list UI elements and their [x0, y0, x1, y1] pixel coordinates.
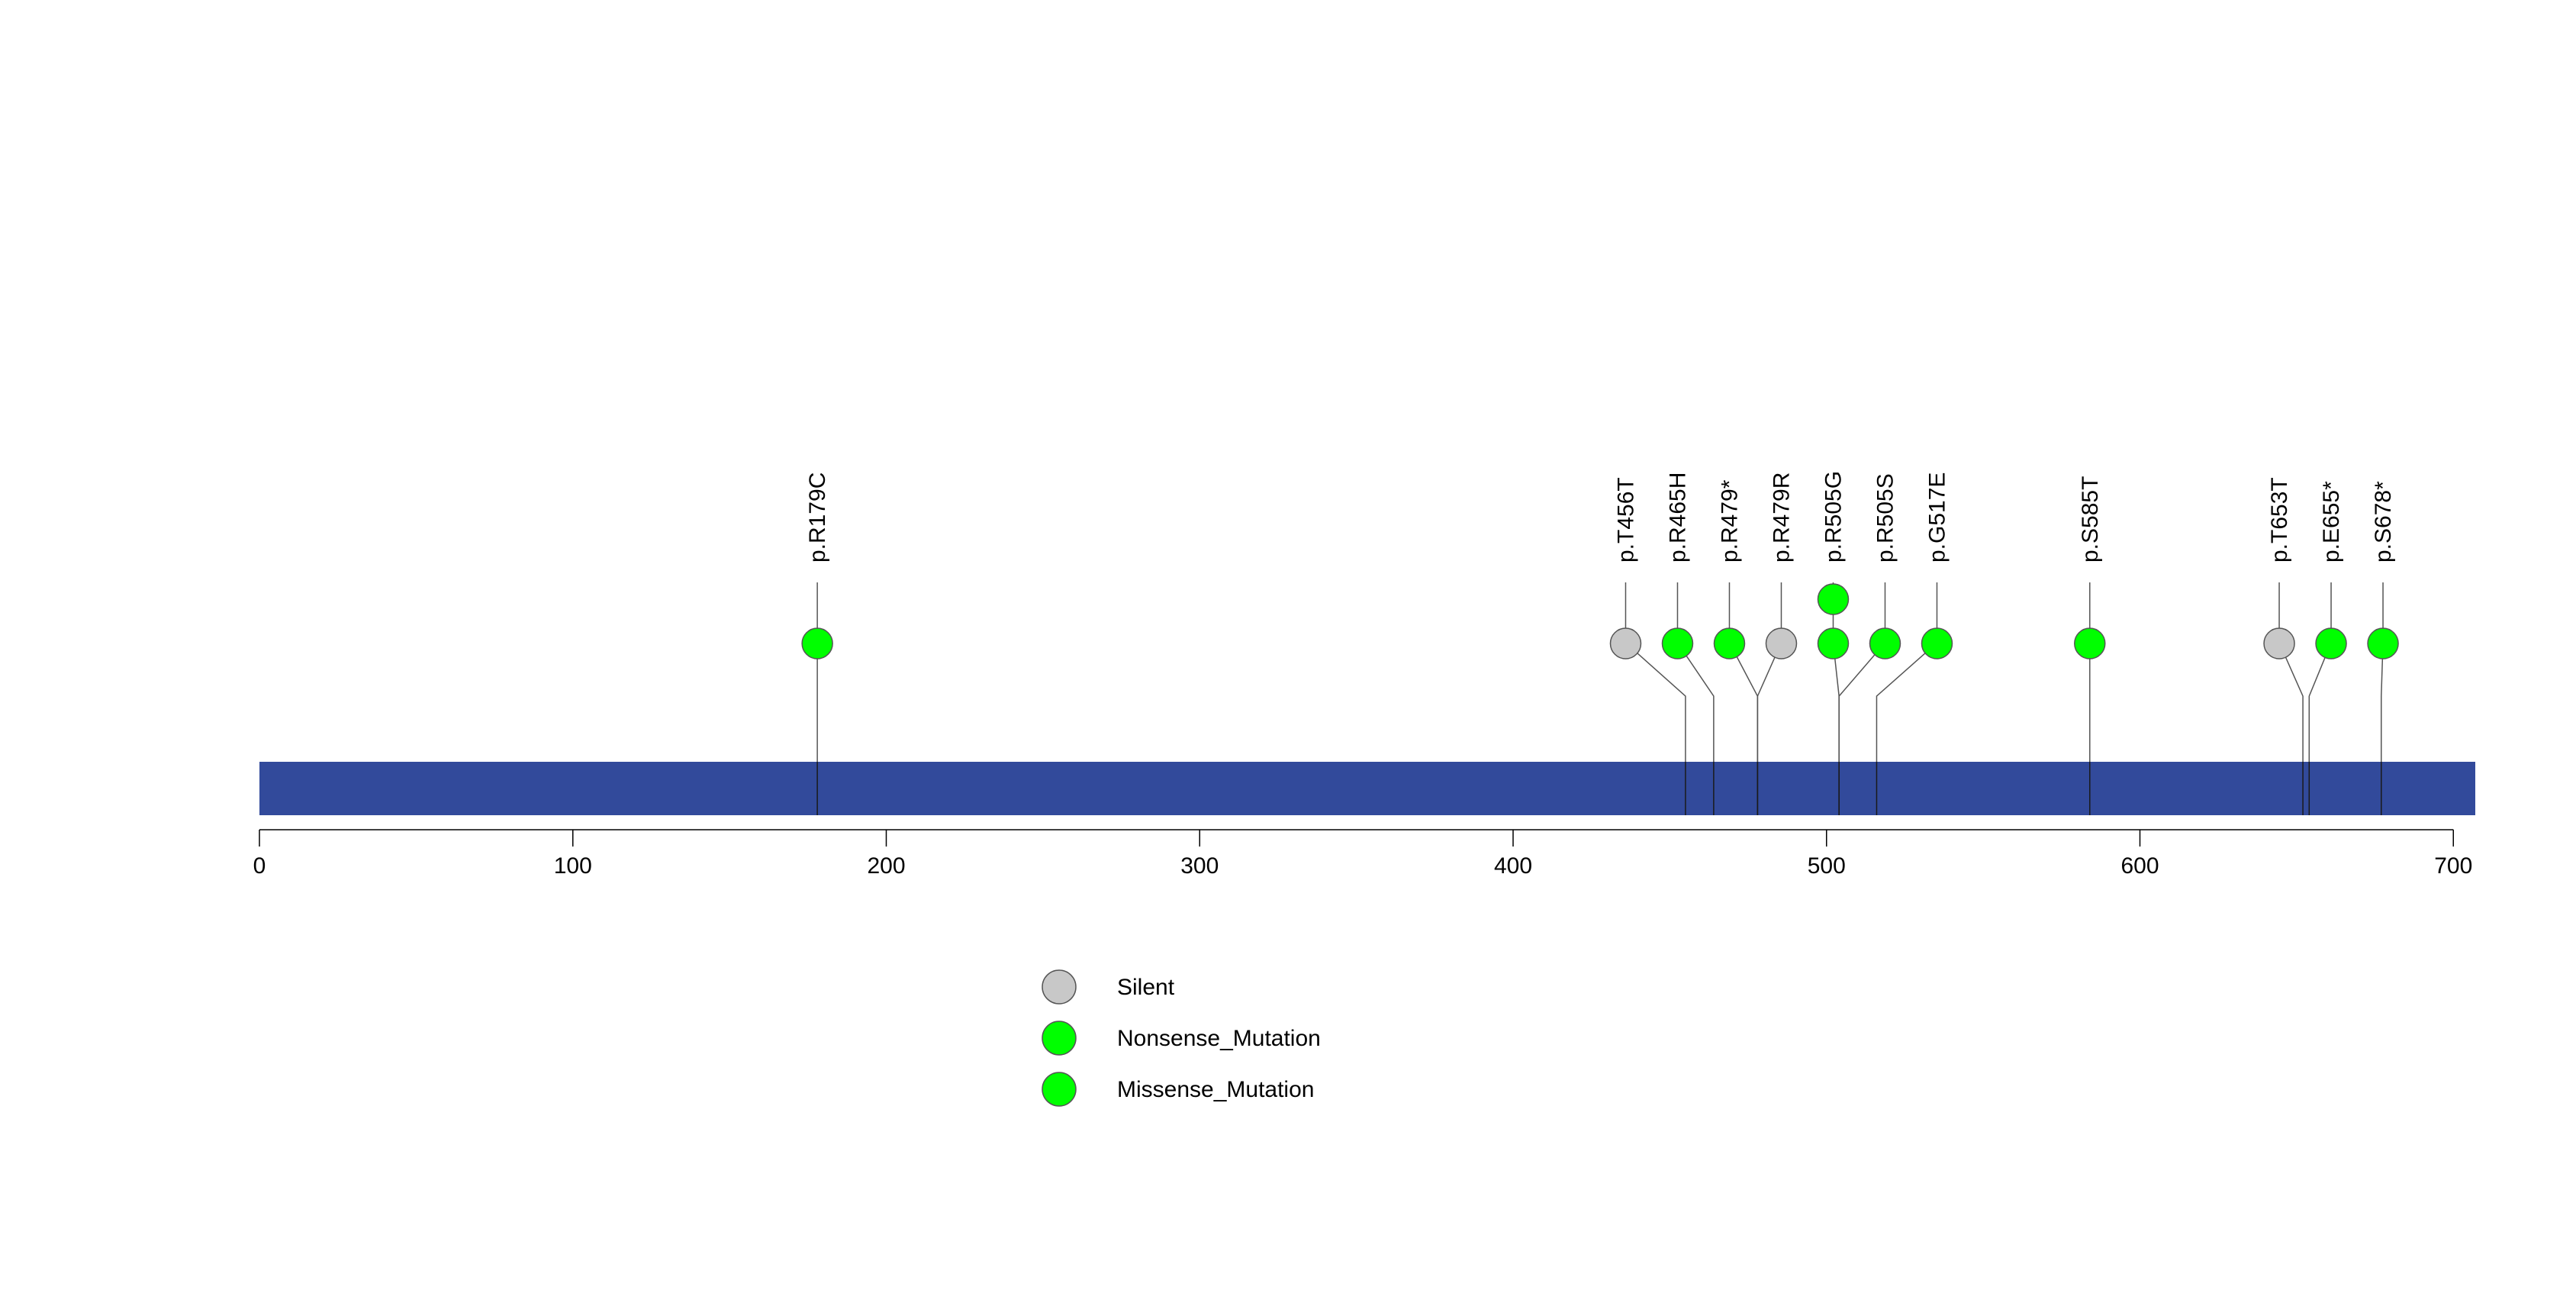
legend-swatch	[1042, 969, 1077, 1005]
mutation-head	[1921, 627, 1953, 660]
mutation-label: p.R505S	[1872, 473, 1898, 563]
x-tick-label: 600	[2120, 853, 2159, 879]
mutation-head	[1817, 583, 1850, 615]
mutation-head	[1609, 627, 1642, 660]
lollipop-stem	[2308, 582, 2332, 815]
mutation-head	[2074, 627, 2106, 660]
x-tick-label: 0	[253, 853, 266, 879]
mutation-label: p.G517E	[1924, 472, 1950, 563]
mutation-label: p.R479R	[1769, 472, 1794, 563]
legend-label: Missense_Mutation	[1117, 1077, 1314, 1102]
legend: Silent Nonsense_Mutation Missense_Mutation	[1042, 969, 1321, 1107]
lollipop-stem	[2381, 582, 2384, 815]
mutation-head	[2367, 627, 2399, 660]
x-tick-label: 700	[2434, 853, 2472, 879]
x-tick-label: 500	[1808, 853, 1846, 879]
mutation-label: p.T456T	[1613, 477, 1638, 563]
protein-layer	[259, 762, 2475, 815]
mutation-label: p.R479*	[1717, 479, 1742, 563]
mutation-label: p.R465H	[1665, 472, 1690, 563]
mutation-label: p.S678*	[2371, 481, 2396, 563]
mutation-labels-layer: p.R179C p.T456T p.R465H p.R479* p.R479R p.R50…	[805, 471, 2396, 563]
legend-label: Silent	[1117, 975, 1175, 1000]
x-tick-label: 300	[1180, 853, 1219, 879]
mutation-label: p.R179C	[805, 472, 830, 563]
x-tick-label: 400	[1494, 853, 1532, 879]
lollipop-stem	[1676, 582, 1715, 815]
mutation-heads-layer	[801, 583, 2399, 660]
x-tick-label: 200	[867, 853, 905, 879]
mutation-label: p.S585T	[2078, 476, 2103, 563]
mutation-head	[2263, 627, 2295, 660]
mutation-label: p.E655*	[2319, 481, 2344, 563]
lollipop-stem	[1624, 582, 1686, 815]
legend-swatch	[1042, 1021, 1077, 1056]
legend-swatch	[1042, 1072, 1077, 1107]
mutation-head	[1869, 627, 1901, 660]
x-tick-label: 100	[554, 853, 592, 879]
lollipop-stem	[1757, 582, 1782, 815]
mutation-label: p.R505G	[1821, 471, 1846, 563]
mutation-head	[1765, 627, 1798, 660]
protein-bar	[259, 762, 2475, 815]
mutation-label: p.T653T	[2267, 477, 2292, 563]
mutation-head	[801, 627, 833, 660]
mutation-head	[1661, 627, 1694, 660]
legend-label: Nonsense_Mutation	[1117, 1026, 1321, 1051]
mutation-head	[2315, 627, 2347, 660]
mutation-head	[1817, 627, 1850, 660]
lollipop-stem	[1876, 582, 1938, 815]
mutation-head	[1713, 627, 1746, 660]
lollipop-stem	[1838, 582, 1886, 815]
lollipop-stem	[2278, 582, 2304, 815]
x-axis: 0 100 200 300 400 500 600 700	[253, 829, 2472, 879]
